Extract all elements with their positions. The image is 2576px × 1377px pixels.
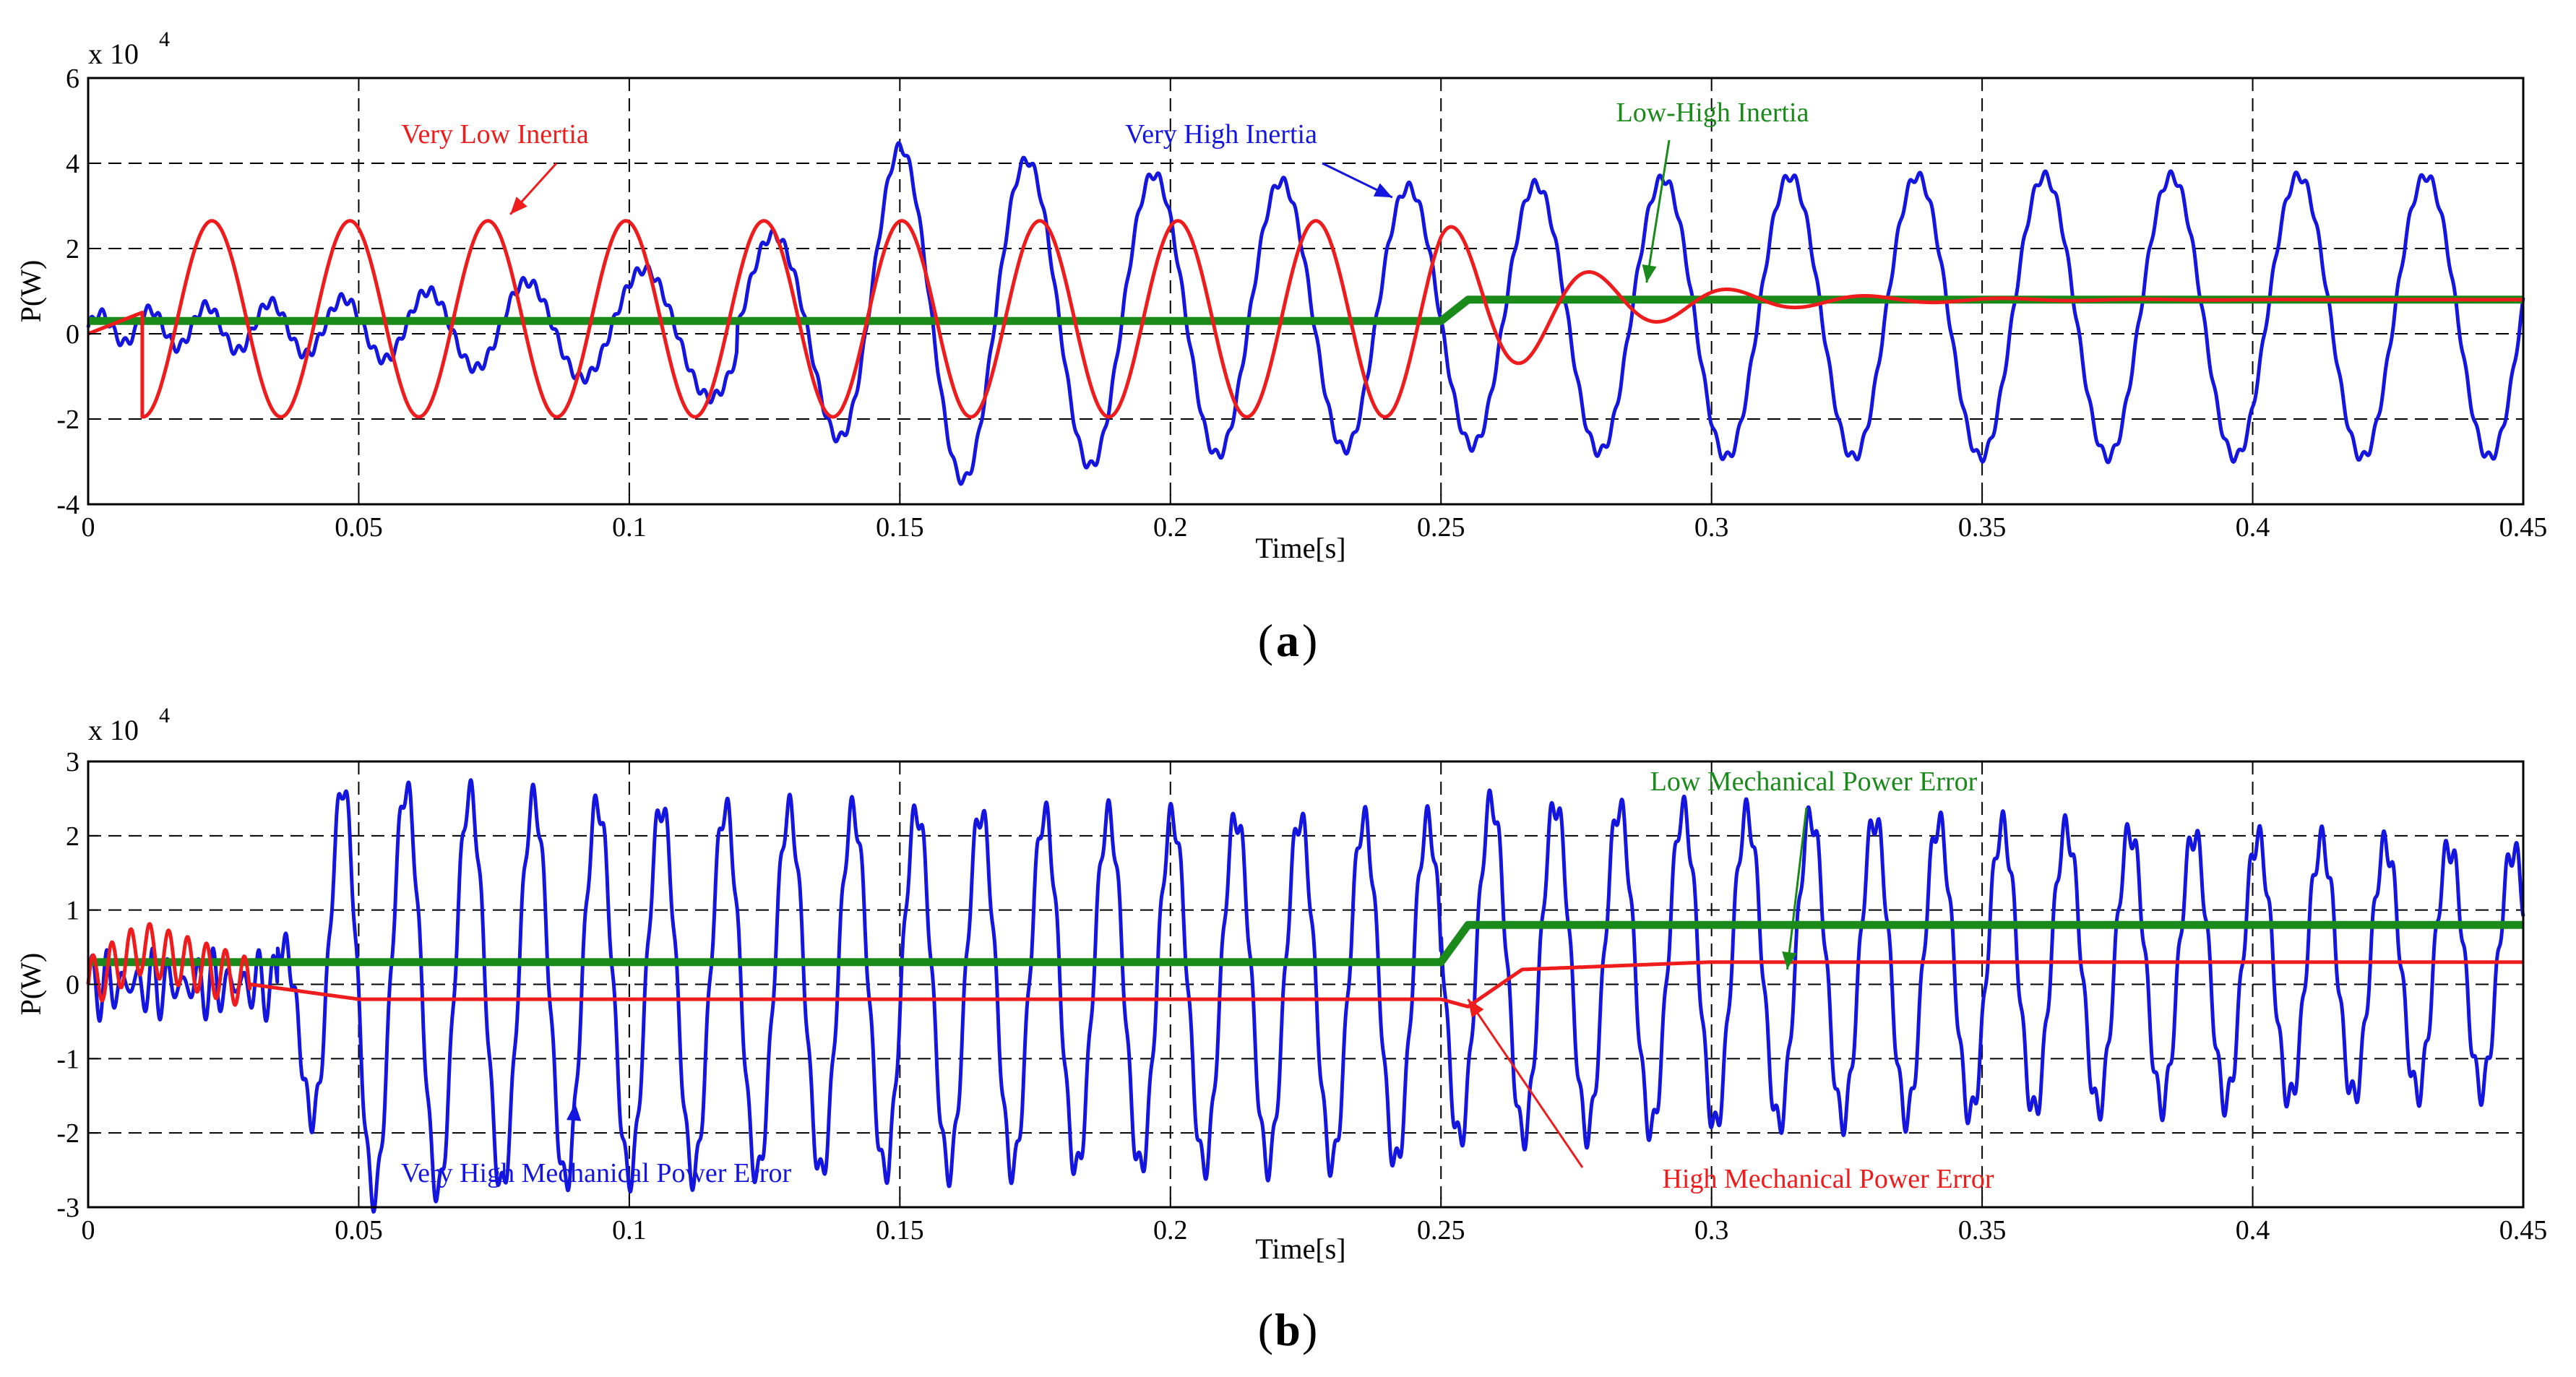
x-tick-label: 0.1 — [612, 1215, 647, 1246]
series-low-mechanical-power-error — [88, 920, 2523, 967]
x-tick-label: 0.3 — [1694, 1215, 1729, 1246]
x-tick-label: 0.4 — [2236, 512, 2270, 543]
annotation-arrow-head — [1642, 264, 1657, 283]
series-lines-a — [86, 141, 2525, 486]
svg-text:(: ( — [1258, 1304, 1273, 1355]
annotations-b: Low Mechanical Power Error Very High Mech… — [401, 767, 1994, 1194]
y-tick-label: 0 — [66, 970, 79, 1001]
annotation-label: Low-High Inertia — [1616, 98, 1809, 128]
x-tick-label: 0.05 — [335, 512, 383, 543]
x-tick-label: 0.25 — [1417, 1215, 1465, 1246]
y-tick-label: 3 — [66, 747, 79, 777]
svg-text:(: ( — [1258, 615, 1273, 666]
x-tick-label: 0.3 — [1694, 512, 1729, 543]
svg-text:a: a — [1276, 615, 1299, 666]
series-very-high-mechanical-power-error — [86, 778, 2525, 1214]
annotation-label: Very Low Inertia — [401, 119, 589, 150]
y-multiplier-b: x 10 — [88, 714, 139, 746]
y-tick-label: -2 — [56, 1118, 79, 1149]
ticks-b: 0 0.05 0.1 0.15 0.2 0.25 0.3 0.35 0.4 0.45 -3 -2 -1 0… — [56, 747, 2547, 1246]
annotation-arrow-head — [1782, 951, 1797, 970]
annotation-label: Very High Inertia — [1125, 119, 1317, 150]
y-exponent-a: 4 — [159, 27, 170, 51]
annotation-arrow-line — [1786, 807, 1808, 970]
chart-panel-a: 0 0.05 0.1 0.15 0.2 0.25 0.3 0.35 0.4 0.45 -4 -2 0 2 4… — [14, 27, 2547, 666]
x-tick-label: 0 — [82, 1215, 95, 1246]
x-tick-label: 0.35 — [1958, 512, 2007, 543]
panel-label-b: ( b ) — [1258, 1304, 1318, 1355]
svg-text:): ) — [1302, 615, 1317, 666]
y-tick-label: 6 — [66, 64, 79, 94]
series-lines-b — [86, 778, 2525, 1214]
y-tick-label: -2 — [56, 405, 79, 435]
x-tick-label: 0.15 — [876, 512, 924, 543]
series-high-mechanical-power-error — [86, 922, 2525, 1009]
series-very-low-inertia — [87, 219, 2525, 419]
x-axis-label-a: Time[s] — [1255, 532, 1345, 564]
x-tick-label: 0.1 — [612, 512, 647, 543]
y-axis-label-b: P(W) — [14, 953, 47, 1016]
annotation-arrow-head — [567, 1103, 582, 1121]
x-tick-label: 0.15 — [876, 1215, 924, 1246]
annotation-arrow-line — [1645, 139, 1671, 283]
x-tick-label: 0.05 — [335, 1215, 383, 1246]
annotation-arrow-head — [1373, 183, 1392, 198]
x-axis-label-b: Time[s] — [1255, 1233, 1345, 1265]
x-tick-label: 0.2 — [1153, 512, 1188, 543]
y-tick-label: 0 — [66, 319, 79, 350]
y-tick-label: 2 — [66, 821, 79, 852]
svg-text:b: b — [1275, 1304, 1301, 1355]
y-multiplier-a: x 10 — [88, 38, 139, 70]
y-tick-label: 2 — [66, 234, 79, 264]
x-tick-label: 0 — [82, 512, 95, 543]
ticks-a: 0 0.05 0.1 0.15 0.2 0.25 0.3 0.35 0.4 0.45 -4 -2 0 2 4… — [56, 64, 2547, 543]
y-axis-label-a: P(W) — [14, 260, 47, 323]
y-tick-label: 1 — [66, 896, 79, 926]
x-tick-label: 0.35 — [1958, 1215, 2007, 1246]
annotation-arrow-line — [1467, 998, 1584, 1168]
annotation-arrow-head — [510, 197, 527, 215]
svg-text:): ) — [1302, 1304, 1317, 1355]
annotation-arrow-head — [1468, 999, 1484, 1018]
y-tick-label: -3 — [56, 1193, 79, 1223]
x-tick-label: 0.2 — [1153, 1215, 1188, 1246]
y-tick-label: 4 — [66, 149, 79, 179]
x-tick-label: 0.25 — [1417, 512, 1465, 543]
x-tick-label: 0.4 — [2236, 1215, 2270, 1246]
y-tick-label: -4 — [56, 490, 79, 520]
chart-panel-b: 0 0.05 0.1 0.15 0.2 0.25 0.3 0.35 0.4 0.45 -3 -2 -1 0… — [14, 704, 2547, 1355]
annotation-label: High Mechanical Power Error — [1662, 1164, 1994, 1194]
annotations-a: Very Low Inertia Very High Inertia Low-Hig… — [401, 98, 1809, 283]
panel-label-a: ( a ) — [1258, 615, 1318, 666]
x-tick-label: 0.45 — [2499, 1215, 2548, 1246]
annotation-label: Very High Mechanical Power Error — [401, 1158, 792, 1188]
annotation-label: Low Mechanical Power Error — [1650, 767, 1978, 797]
y-tick-label: -1 — [56, 1044, 79, 1074]
series-very-high-inertia — [86, 141, 2525, 486]
plot-frame-a — [87, 77, 2525, 506]
y-exponent-b: 4 — [159, 704, 170, 728]
x-tick-label: 0.45 — [2499, 512, 2548, 543]
plot-area-a — [88, 78, 2523, 504]
